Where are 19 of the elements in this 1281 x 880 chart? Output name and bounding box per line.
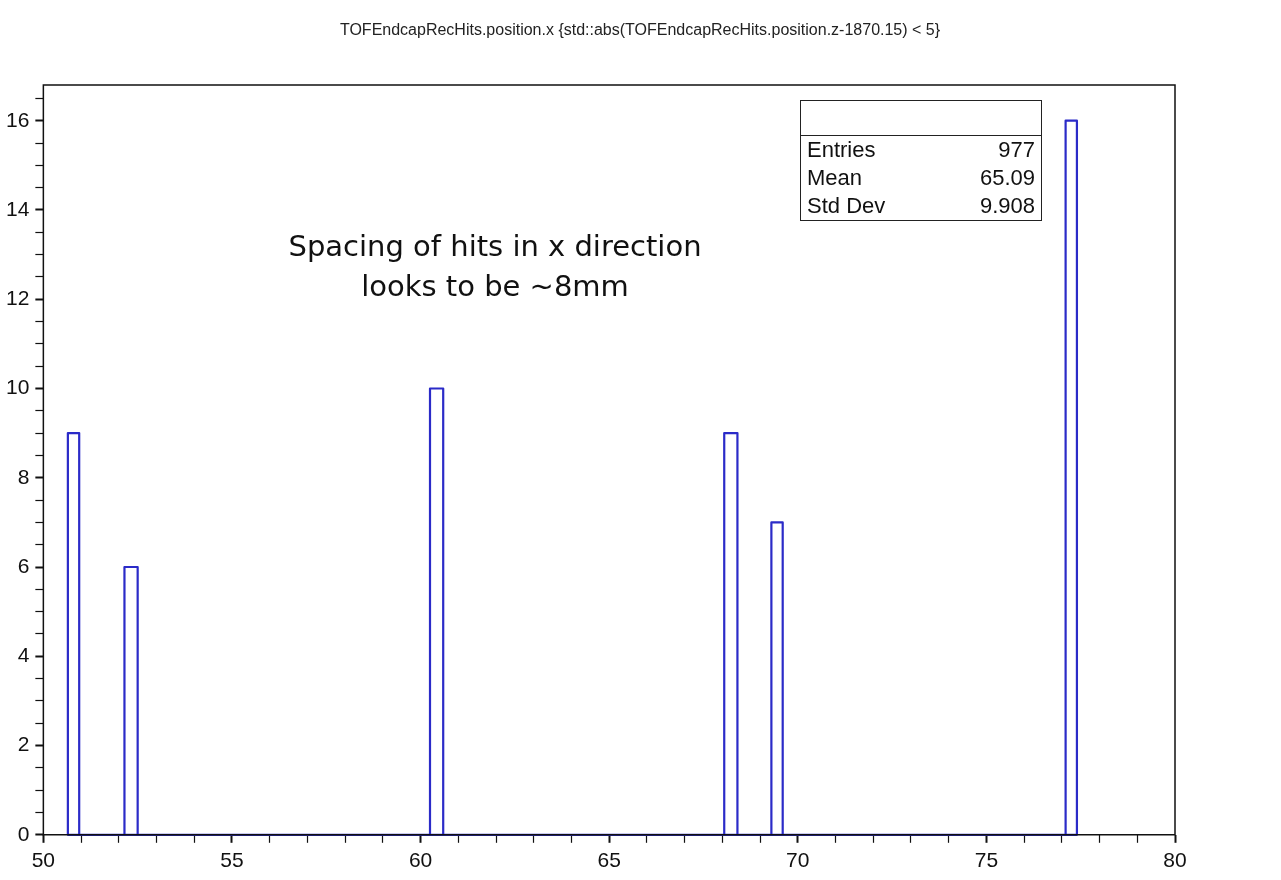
- annotation: Spacing of hits in x direction looks to be ~8mm: [287, 228, 703, 305]
- x-tick-label: 75: [974, 848, 999, 872]
- y-tick-label: 12: [6, 286, 30, 310]
- y-tick-label: 2: [17, 732, 30, 756]
- chart-title: TOFEndcapRecHits.position.x {std::abs(TOFEndcapRecHits.position.z-1870.15) < 5}: [339, 21, 941, 38]
- x-tick-label: 70: [786, 848, 810, 872]
- x-tick-label: 60: [408, 848, 433, 872]
- y-tick-label: 10: [6, 375, 30, 399]
- y-tick-label: 14: [6, 196, 30, 220]
- x-tick-label: 50: [31, 848, 56, 872]
- x-tick-label: 80: [1163, 848, 1187, 872]
- y-tick-label: 0: [17, 821, 30, 845]
- stats-box: Entries 977 Mean 65.09 Std Dev 9.908: [800, 100, 1042, 221]
- y-tick-label: 8: [17, 464, 30, 488]
- y-tick-label: 4: [17, 643, 30, 667]
- x-tick-label: 65: [597, 848, 621, 872]
- x-tick-label: 55: [220, 848, 244, 872]
- y-tick-label: 16: [6, 107, 30, 131]
- y-tick-label: 6: [17, 553, 30, 577]
